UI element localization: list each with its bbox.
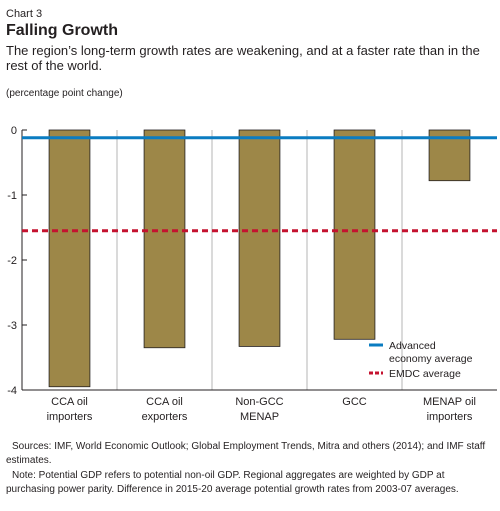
chart-title: Falling Growth (6, 22, 118, 39)
legend-label: Advanced (389, 340, 436, 352)
footnote: Note: Potential GDP refers to potential … (6, 470, 459, 495)
chart-number: Chart 3 (6, 8, 43, 20)
sources-note: Sources: IMF, World Economic Outlook; Gl… (6, 441, 486, 466)
x-tick-label: Non-GCC (235, 396, 283, 408)
y-tick-label: -4 (7, 385, 17, 397)
y-tick-label: -1 (7, 190, 17, 202)
y-tick-label: -3 (7, 320, 17, 332)
bar (333, 129, 376, 340)
x-tick-label: MENAP oil (423, 396, 476, 408)
bar (48, 129, 91, 388)
chart-subtitle: The region’s long-term growth rates are … (6, 43, 480, 73)
bar (238, 129, 281, 347)
x-tick-label: importers (427, 411, 473, 423)
legend-label: EMDC average (389, 368, 461, 380)
y-tick-label: 0 (11, 125, 17, 137)
y-tick-label: -2 (7, 255, 17, 267)
x-tick-label: MENAP (240, 411, 279, 423)
bar (143, 129, 186, 349)
x-tick-label: CCA oil (51, 396, 88, 408)
legend-label: economy average (389, 353, 473, 365)
x-tick-label: CCA oil (146, 396, 183, 408)
x-tick-label: exporters (142, 411, 188, 423)
x-tick-label: GCC (342, 396, 367, 408)
unit-label: (percentage point change) (6, 88, 123, 99)
bar-chart: 0 -1 -2 -3 -4 CCA oil importers CCA oil exporter… (7, 125, 497, 423)
x-tick-label: importers (47, 411, 93, 423)
